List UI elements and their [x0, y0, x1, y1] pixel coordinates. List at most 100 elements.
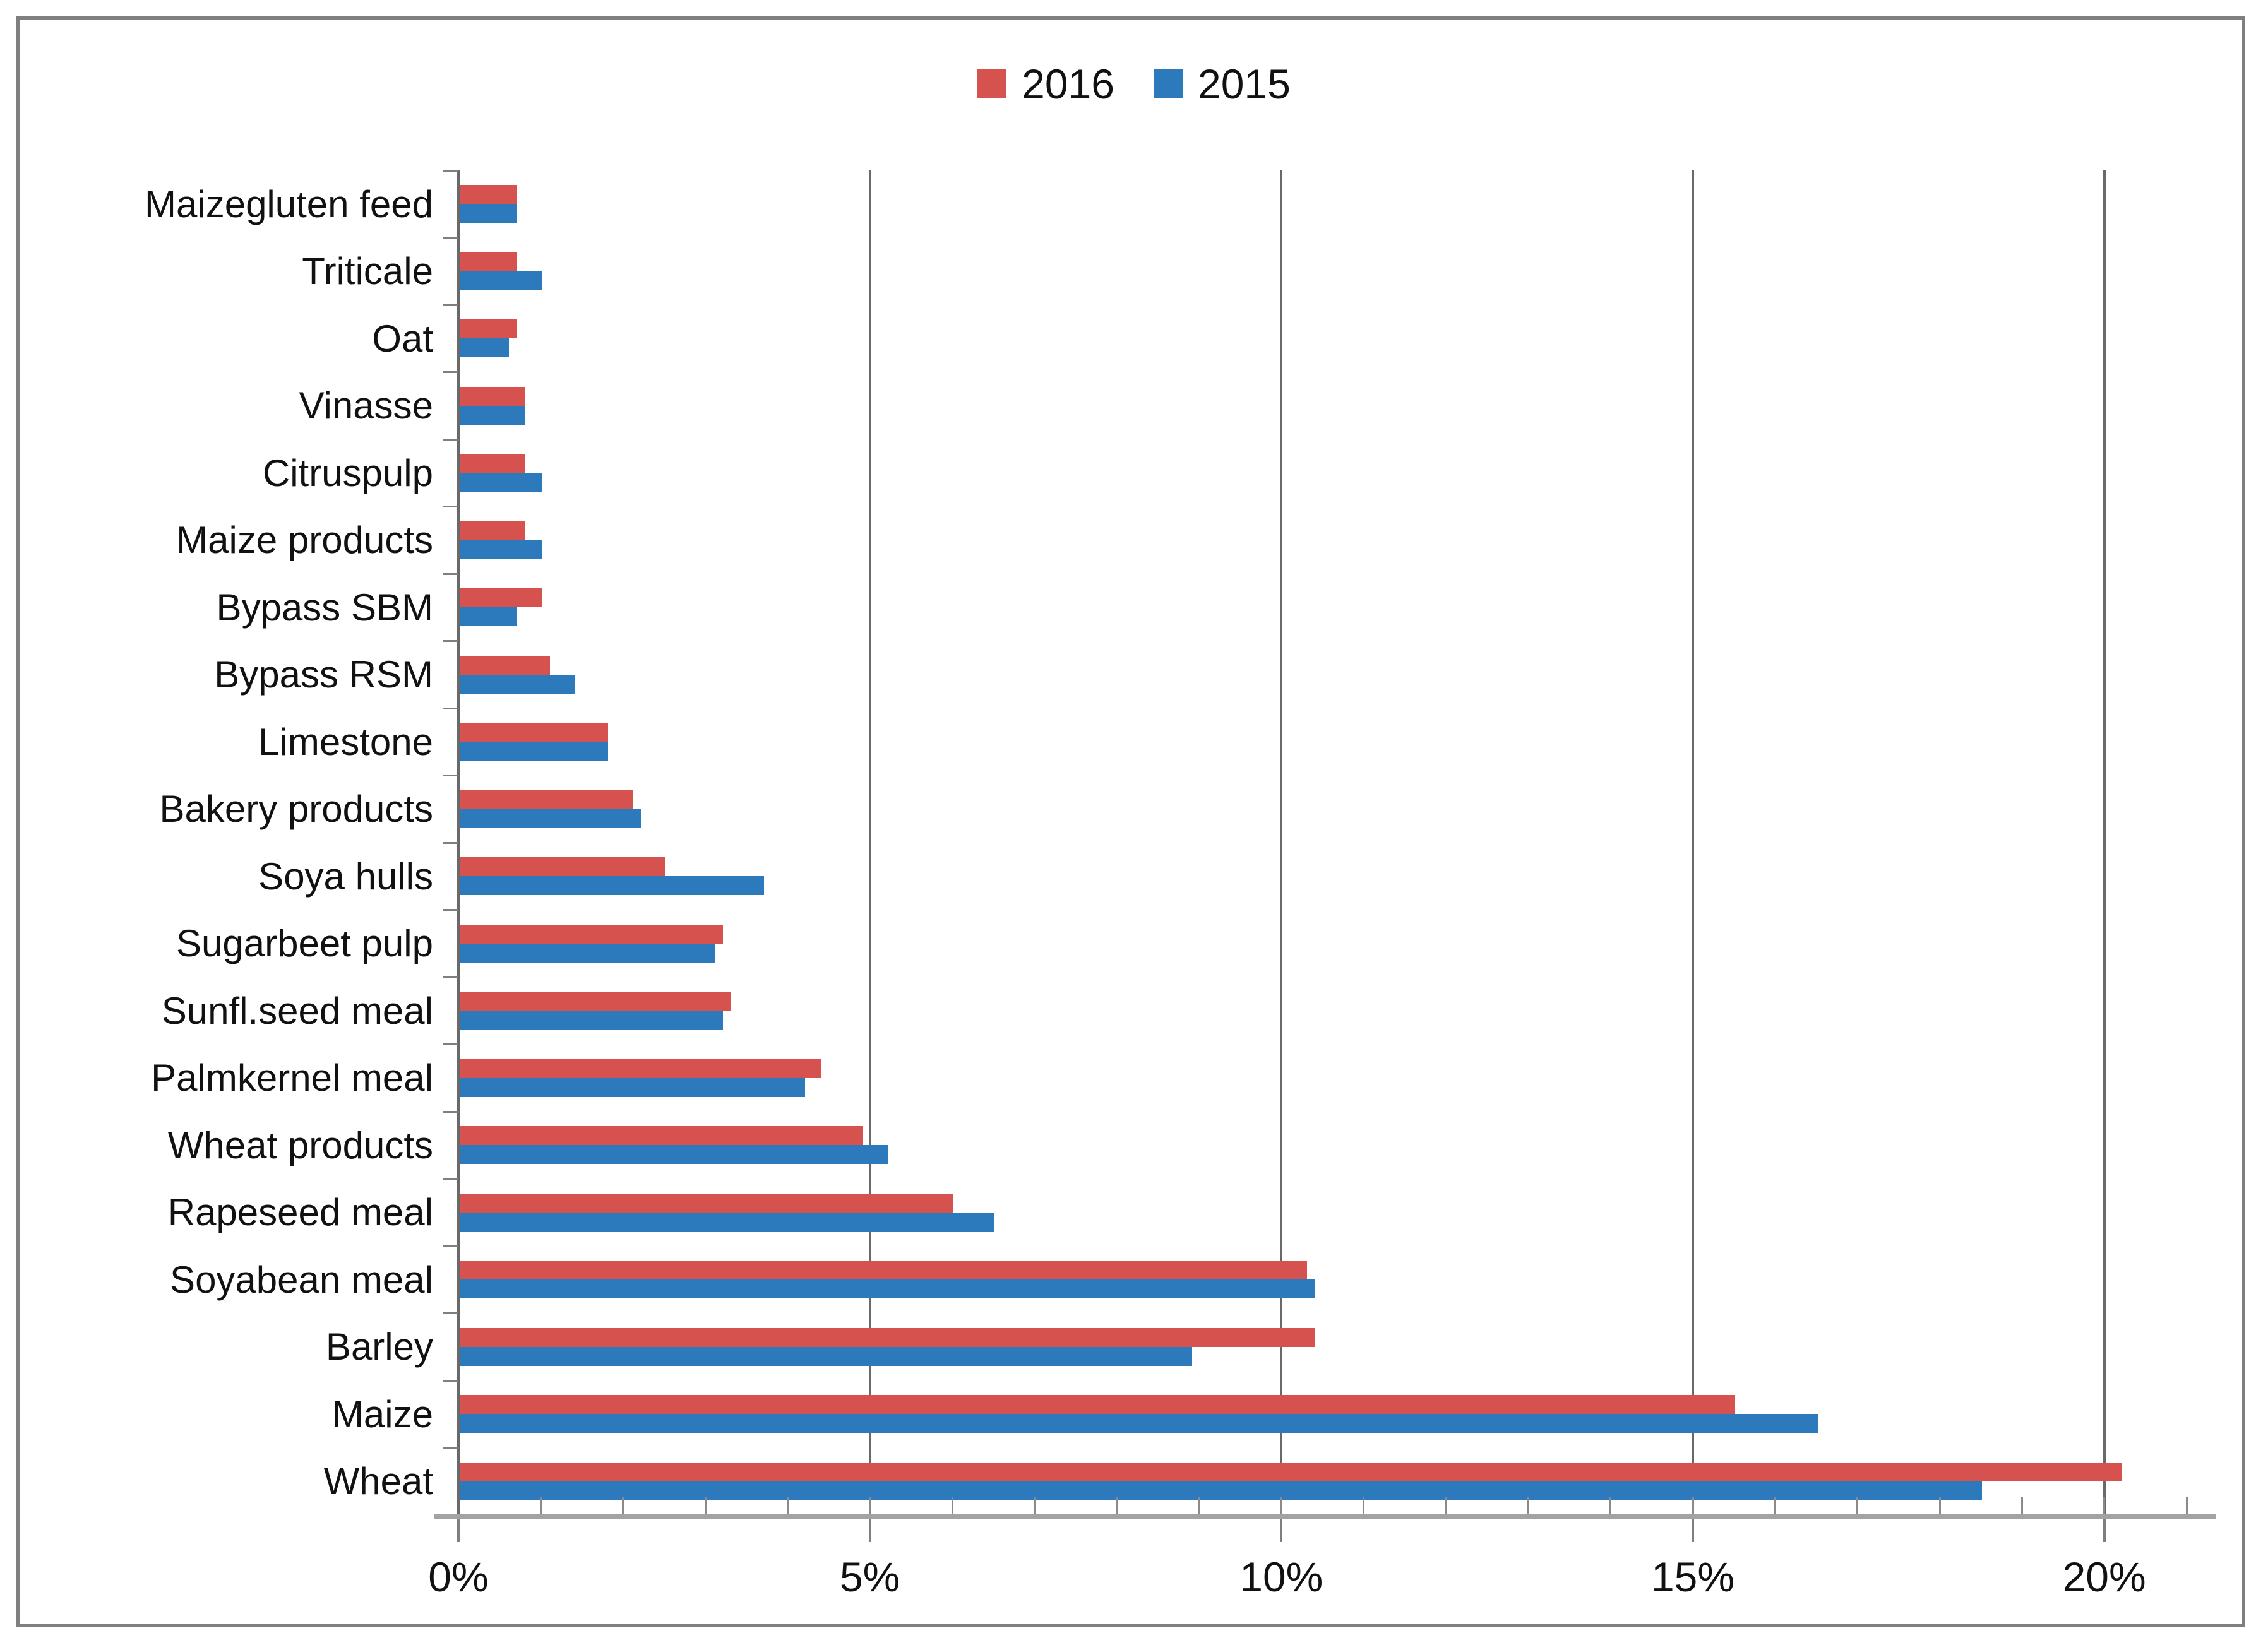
category-row: Maize [332, 1380, 2187, 1448]
legend-item-2015: 2015 [1154, 63, 1291, 105]
category-label: Wheat products [167, 1124, 433, 1166]
x-axis-minor-tick [1692, 1497, 1694, 1514]
legend-item-2016: 2016 [977, 63, 1114, 105]
gridline-10pct [1280, 170, 1283, 1515]
bar-2016 [460, 454, 526, 473]
category-label: Sugarbeet pulp [176, 922, 433, 965]
y-axis-tick [443, 1245, 458, 1247]
bar-2015 [460, 876, 765, 896]
x-axis-minor-tick [1774, 1497, 1776, 1514]
bar-2015 [460, 1414, 1818, 1433]
bar-2015 [460, 540, 542, 559]
x-axis-major-tick [1692, 1519, 1694, 1542]
x-axis-minor-tick [1609, 1497, 1612, 1514]
category-label: Maizegluten feed [145, 182, 433, 225]
x-axis-minor-tick [2020, 1497, 2023, 1514]
plot-area: Maizegluten feed Triticale Oat Vinasse Citru… [145, 169, 2216, 1600]
category-row: Rapeseed meal [168, 1179, 2187, 1247]
x-axis-major-tick [868, 1519, 871, 1542]
x-axis-minor-tick [1363, 1497, 1365, 1514]
bar-2015 [460, 809, 641, 828]
category-row: Maizegluten feed [145, 170, 2187, 238]
y-axis-tick [443, 573, 458, 575]
x-axis-label: 5% [839, 1553, 900, 1600]
bar-2016 [460, 521, 526, 540]
category-label: Maize [331, 1392, 433, 1435]
gridline-5pct [868, 170, 871, 1515]
category-label: Soyabean meal [170, 1258, 433, 1301]
legend-label-2016: 2016 [1022, 61, 1114, 107]
category-label: Limestone [258, 720, 433, 763]
bar-2015 [460, 674, 575, 694]
legend-label-2015: 2015 [1198, 61, 1291, 107]
x-axis-minor-tick [622, 1497, 624, 1514]
x-axis-major-tick [457, 1519, 460, 1542]
x-axis-minor-tick [1033, 1497, 1036, 1514]
bar-2016 [460, 1395, 1736, 1415]
x-axis-major-tick [1280, 1519, 1283, 1542]
y-axis-tick [443, 640, 458, 642]
bar-2016 [460, 723, 608, 742]
category-row: Wheat products [168, 1112, 2187, 1179]
x-axis-minor-tick [1280, 1497, 1282, 1514]
category-row: Sunfl.seed meal [162, 977, 2187, 1045]
bar-2015 [460, 1279, 1316, 1299]
x-axis-minor-tick [704, 1497, 707, 1514]
x-axis-minor-tick [1938, 1497, 1941, 1514]
bar-2015 [460, 405, 526, 425]
y-axis-tick [443, 506, 458, 507]
category-row: Oat [372, 305, 2187, 372]
bar-2015 [460, 742, 608, 761]
category-row: Vinasse [299, 372, 2187, 440]
x-axis-minor-tick [786, 1497, 789, 1514]
category-label: Oat [372, 317, 433, 360]
bar-2016 [460, 1327, 1316, 1347]
x-axis-minor-tick [1116, 1497, 1118, 1514]
bar-2016 [460, 924, 724, 944]
gridline-20pct [2103, 170, 2106, 1515]
category-label: Citruspulp [262, 451, 433, 494]
bar-2016 [460, 185, 518, 205]
x-axis-label: 20% [2062, 1553, 2146, 1600]
category-row: Maize products [176, 507, 2187, 574]
x-axis-minor-tick [1856, 1497, 1859, 1514]
bar-2015 [460, 271, 542, 290]
category-label: Vinasse [299, 384, 433, 427]
bar-2016 [460, 319, 518, 339]
y-axis-tick [443, 169, 458, 172]
x-axis-minor-tick [539, 1497, 542, 1514]
y-axis-tick [443, 1178, 458, 1180]
category-label: Bypass SBM [216, 586, 433, 629]
category-row: Palmkernel meal [151, 1045, 2187, 1112]
x-axis-minor-tick [951, 1497, 953, 1514]
y-axis-tick [443, 237, 458, 239]
y-axis-tick [443, 976, 458, 978]
bar-2015 [460, 943, 715, 963]
bar-2016 [460, 1126, 863, 1146]
category-label: Sunfl.seed meal [161, 989, 433, 1032]
y-axis-tick [443, 1312, 458, 1314]
y-axis-tick [443, 1379, 458, 1382]
chart-legend: 2016 2015 [0, 63, 2268, 105]
bar-2015 [460, 204, 518, 223]
category-label: Maize products [176, 519, 433, 562]
category-row: Triticale [302, 238, 2187, 306]
category-row: Wheat [324, 1448, 2187, 1516]
bar-2016 [460, 252, 518, 271]
category-row: Barley [326, 1314, 2187, 1381]
bar-2015 [460, 1011, 724, 1030]
y-axis-tick [443, 1110, 458, 1113]
bar-2015 [460, 338, 510, 358]
y-axis-tick [443, 707, 458, 709]
x-axis-minor-tick [1527, 1497, 1529, 1514]
bar-2016 [460, 857, 665, 877]
bar-2016 [460, 790, 633, 809]
bar-2015 [460, 607, 518, 627]
y-axis-tick [443, 775, 458, 776]
x-axis-label: 10% [1239, 1553, 1323, 1600]
x-axis-label: 0% [428, 1553, 489, 1600]
category-row: Soyabean meal [170, 1246, 2187, 1314]
x-axis-minor-tick [1445, 1497, 1447, 1514]
bar-2016 [460, 1462, 2122, 1481]
y-axis-tick [443, 371, 458, 373]
